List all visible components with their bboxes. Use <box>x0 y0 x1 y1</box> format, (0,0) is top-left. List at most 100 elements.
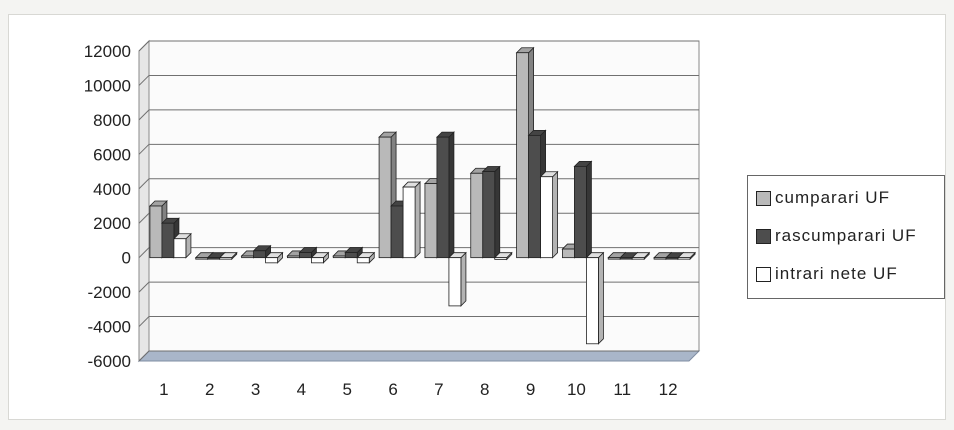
bar-side <box>460 251 467 307</box>
bar-rascumparari <box>573 160 593 259</box>
bar-side <box>552 170 558 259</box>
bar-front <box>619 257 633 260</box>
bar-front <box>207 257 221 260</box>
x-axis-tick-labels: 1 2 3 4 5 6 7 8 9 10 11 12 <box>159 380 677 399</box>
bar-front <box>562 248 575 259</box>
bar-chart: 12000 10000 8000 6000 4000 2000 0 -2000 -4000 -60… <box>84 39 701 399</box>
bar-side <box>598 251 604 345</box>
gridline <box>138 40 699 52</box>
y-tick-label: 10000 <box>84 76 131 95</box>
y-tick-label: 12000 <box>84 42 131 61</box>
bar-front <box>253 250 266 259</box>
bar-front <box>195 257 209 260</box>
bar-front <box>311 257 324 264</box>
bar-front <box>241 255 254 259</box>
x-tick-label: 10 <box>567 380 586 399</box>
bar-intrari-nete <box>172 232 192 259</box>
bar-front <box>665 257 679 260</box>
bar-intrari-nete <box>539 170 559 259</box>
x-tick-label: 4 <box>297 380 306 399</box>
bar-rascumparari <box>435 131 455 259</box>
gridline <box>138 350 699 362</box>
bar-intrari-nete <box>631 251 651 261</box>
bar-rascumparari <box>527 129 547 259</box>
bar-intrari-nete <box>677 251 697 261</box>
bar-front <box>540 176 553 259</box>
bar-front <box>356 257 370 264</box>
bar-front <box>219 257 233 260</box>
bar-front <box>436 136 450 259</box>
x-tick-label: 11 <box>613 380 631 399</box>
bar-rascumparari <box>481 165 501 259</box>
bar-intrari-nete <box>310 251 330 264</box>
bar-intrari-nete <box>447 251 467 307</box>
gridline <box>138 143 699 155</box>
bar-side <box>448 131 455 259</box>
bar-front <box>299 252 312 259</box>
bar-front <box>161 222 175 259</box>
bar-intrari-nete <box>356 251 376 264</box>
bar-front <box>448 257 462 307</box>
legend-item-rascumparari: rascumparari UF <box>756 224 917 248</box>
bar-front <box>607 257 621 260</box>
bar-front <box>482 171 496 259</box>
plot-back-wall <box>148 40 700 352</box>
gridline <box>138 178 699 190</box>
legend-swatch-intrari-nete <box>756 266 771 282</box>
legend-item-intrari-nete: intrari nete UF <box>756 262 898 286</box>
legend-swatch-rascumparari <box>756 228 771 244</box>
legend-swatch-cumparari <box>756 190 771 206</box>
bar-rascumparari <box>298 246 318 259</box>
bar-front <box>378 136 392 259</box>
y-tick-label: 8000 <box>93 111 131 130</box>
x-tick-label: 2 <box>205 380 214 399</box>
bar-front <box>332 255 346 259</box>
x-tick-label: 9 <box>526 380 535 399</box>
bar-intrari-nete <box>402 181 422 259</box>
chart-floor <box>137 39 701 363</box>
bar-intrari-nete <box>264 251 284 264</box>
bar-intrari-nete <box>585 251 605 345</box>
gridline <box>138 316 699 327</box>
bar-intrari-nete <box>493 251 513 261</box>
bar-front <box>149 205 163 259</box>
bar-front <box>265 257 278 264</box>
bar-front <box>424 183 438 259</box>
x-tick-label: 6 <box>388 380 397 399</box>
x-tick-label: 1 <box>159 380 168 399</box>
gridline <box>138 247 699 259</box>
x-tick-label: 5 <box>343 380 352 399</box>
bar-front <box>287 255 300 259</box>
bar-rascumparari <box>160 217 180 259</box>
y-tick-label: 0 <box>122 249 131 268</box>
bar-intrari-nete <box>218 251 238 261</box>
bar-side <box>586 160 592 259</box>
bar-front <box>390 205 404 259</box>
bars <box>148 46 697 345</box>
y-tick-label: 6000 <box>93 145 131 164</box>
gridline <box>138 109 699 121</box>
y-tick-label: -2000 <box>88 283 131 302</box>
bar-front <box>677 257 691 260</box>
bar-front <box>470 172 484 259</box>
x-tick-label: 3 <box>251 380 260 399</box>
gridlines <box>138 40 699 362</box>
gridline <box>138 212 699 224</box>
bar-side <box>414 181 421 259</box>
plot-floor <box>137 350 701 362</box>
bar-front <box>494 257 508 260</box>
bar-front <box>574 165 587 259</box>
y-tick-label: 4000 <box>93 180 131 199</box>
bar-front <box>516 52 529 259</box>
plot-side-wall <box>138 39 150 363</box>
y-tick-label: 2000 <box>93 214 131 233</box>
y-axis-tick-labels: 12000 10000 8000 6000 4000 2000 0 -2000 -4000 -60… <box>84 42 131 371</box>
legend: cumparari UF rascumparari UF intrari net… <box>747 175 945 299</box>
y-tick-label: -6000 <box>88 352 131 371</box>
gridline <box>138 74 699 86</box>
legend-label-rascumparari: rascumparari UF <box>775 226 917 245</box>
x-tick-label: 8 <box>480 380 489 399</box>
bar-front <box>586 257 599 345</box>
bar-front <box>344 252 358 259</box>
bar-front <box>528 134 541 259</box>
